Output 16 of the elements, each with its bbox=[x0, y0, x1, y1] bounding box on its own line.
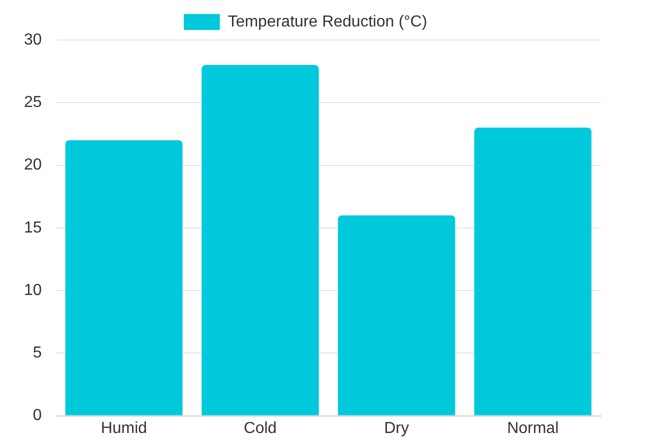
bar bbox=[202, 65, 319, 416]
y-tick-label: 15 bbox=[24, 219, 42, 236]
x-tick-label: Normal bbox=[507, 420, 559, 437]
bar bbox=[474, 128, 592, 416]
y-tick-label: 10 bbox=[24, 282, 42, 299]
y-tick-label: 20 bbox=[24, 156, 42, 174]
x-tick-label: Humid bbox=[100, 420, 148, 437]
y-tick-label: 25 bbox=[24, 94, 42, 112]
x-tick-label: Dry bbox=[384, 420, 409, 437]
y-tick-label: 0 bbox=[32, 407, 42, 424]
bar bbox=[65, 140, 183, 416]
x-tick-label: Cold bbox=[244, 420, 277, 437]
y-tick-label: 30 bbox=[24, 31, 42, 48]
y-tick-label: 5 bbox=[32, 344, 42, 362]
legend-label: Temperature Reduction (°C) bbox=[228, 13, 428, 30]
bar bbox=[338, 215, 456, 416]
